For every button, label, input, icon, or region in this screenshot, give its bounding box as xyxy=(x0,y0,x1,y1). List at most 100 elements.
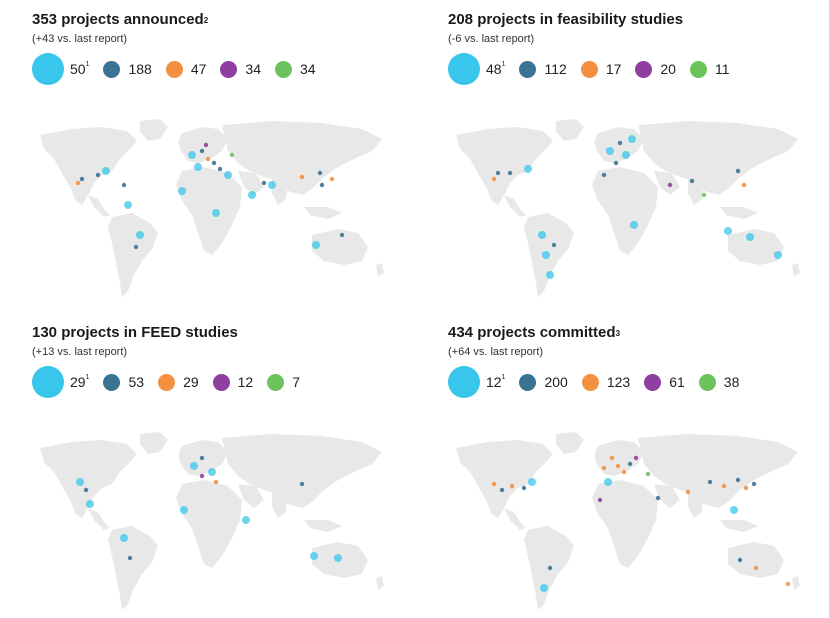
project-marker xyxy=(628,135,636,143)
land-mass xyxy=(594,127,644,163)
project-marker xyxy=(86,500,94,508)
land-mass xyxy=(728,542,784,578)
land-mass xyxy=(88,508,110,530)
project-marker xyxy=(120,534,128,542)
project-marker xyxy=(499,487,505,493)
legend-item-large: 501 xyxy=(32,53,89,85)
land-mass xyxy=(238,171,264,195)
land-mass xyxy=(638,121,798,195)
project-marker xyxy=(601,172,607,178)
legend-dot xyxy=(635,60,653,78)
legend-item-large: 291 xyxy=(32,366,89,398)
land-mass xyxy=(176,167,242,255)
land-mass xyxy=(688,492,704,518)
land-mass xyxy=(140,119,168,141)
legend-dot xyxy=(698,373,716,391)
legend-item: 200 xyxy=(519,373,568,391)
legend: 121 200 123 61 38 xyxy=(448,366,829,398)
legend: 291 53 29 12 7 xyxy=(32,366,432,398)
panel-title: 434 projects committed3 xyxy=(448,324,621,341)
land-mass xyxy=(222,434,382,508)
panel-feasibility: 208 projects in feasibility studies (-6 … xyxy=(448,10,829,305)
panel-title: 208 projects in feasibility studies xyxy=(448,11,684,28)
project-marker xyxy=(268,181,276,189)
land-mass xyxy=(312,229,368,265)
legend-dot xyxy=(165,60,183,78)
project-marker xyxy=(546,271,554,279)
project-marker xyxy=(701,192,707,198)
land-mass xyxy=(272,492,288,518)
legend-item: 38 xyxy=(698,373,739,391)
legend-item: 123 xyxy=(581,373,630,391)
legend-dot xyxy=(580,60,598,78)
legend-item: 34 xyxy=(220,60,261,78)
world-map-svg xyxy=(40,432,384,610)
legend-item: 7 xyxy=(267,373,300,391)
project-marker xyxy=(609,455,615,461)
project-marker xyxy=(633,455,639,461)
panel-subtitle: (-6 vs. last report) xyxy=(448,33,535,45)
land-mass xyxy=(304,520,342,532)
land-mass xyxy=(40,127,137,205)
legend-item-large: 481 xyxy=(448,53,505,85)
legend: 481 112 17 20 11 xyxy=(448,53,829,85)
project-marker xyxy=(630,221,638,229)
project-marker xyxy=(199,455,205,461)
project-marker xyxy=(521,485,527,491)
legend-dot xyxy=(644,373,662,391)
land-mass xyxy=(654,171,680,195)
land-mass xyxy=(688,179,704,205)
project-marker xyxy=(329,176,335,182)
project-marker xyxy=(528,478,536,486)
project-marker xyxy=(199,148,205,154)
project-marker xyxy=(617,140,623,146)
project-marker xyxy=(79,176,85,182)
world-map-svg xyxy=(456,119,800,297)
land-mass xyxy=(594,440,644,476)
land-mass xyxy=(108,213,158,297)
project-marker xyxy=(604,478,612,486)
project-marker xyxy=(217,166,223,172)
land-mass xyxy=(176,480,242,568)
legend-dot xyxy=(32,53,64,85)
project-marker xyxy=(211,160,217,166)
legend-dot xyxy=(267,373,285,391)
land-mass xyxy=(654,484,680,508)
land-mass xyxy=(556,432,584,454)
project-marker xyxy=(735,477,741,483)
project-marker xyxy=(613,160,619,166)
project-marker xyxy=(136,231,144,239)
project-marker xyxy=(689,178,695,184)
project-marker xyxy=(751,481,757,487)
project-marker xyxy=(334,554,342,562)
project-marker xyxy=(213,479,219,485)
project-marker xyxy=(707,479,713,485)
land-mass xyxy=(638,434,798,508)
project-marker xyxy=(229,152,235,158)
land-mass xyxy=(456,440,553,518)
land-mass xyxy=(40,440,137,518)
project-marker xyxy=(491,176,497,182)
legend: 501 188 47 34 34 xyxy=(32,53,432,85)
project-marker xyxy=(524,165,532,173)
project-marker xyxy=(743,485,749,491)
panel-committed: 434 projects committed3 (+64 vs. last re… xyxy=(448,323,829,618)
panel-subtitle: (+13 vs. last report) xyxy=(32,346,128,358)
legend-dot xyxy=(448,366,480,398)
legend-dot xyxy=(581,373,599,391)
project-marker xyxy=(261,180,267,186)
project-marker xyxy=(597,497,603,503)
project-marker xyxy=(601,465,607,471)
land-mass xyxy=(88,195,110,217)
project-marker xyxy=(188,151,196,159)
legend-dot xyxy=(220,60,238,78)
project-marker xyxy=(495,170,501,176)
legend-dot xyxy=(689,60,707,78)
legend-item: 17 xyxy=(580,60,621,78)
project-marker xyxy=(540,584,548,592)
land-mass xyxy=(456,127,553,205)
world-map-svg xyxy=(40,119,384,297)
project-marker xyxy=(121,182,127,188)
project-marker xyxy=(299,481,305,487)
project-marker xyxy=(737,557,743,563)
